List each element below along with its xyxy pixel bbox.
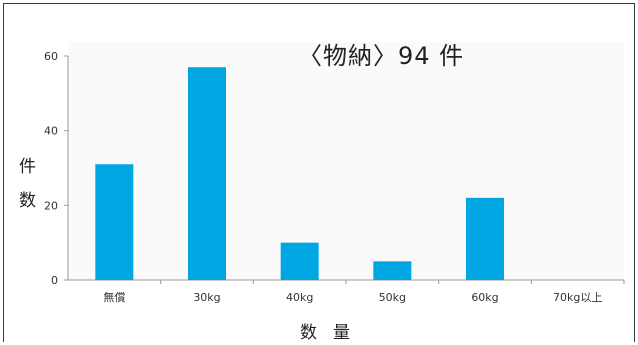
y-axis-label-char-2: 数 (19, 191, 36, 211)
x-tick-label: 無償 (103, 290, 125, 304)
bar (373, 261, 412, 280)
y-tick-label: 60 (44, 50, 58, 63)
x-tick-label: 60kg (471, 291, 498, 304)
x-tick-label: 30kg (193, 291, 220, 304)
x-tick-label: 70kg以上 (553, 291, 602, 304)
y-tick-label: 0 (51, 274, 58, 287)
x-axis-label: 数量 (300, 323, 366, 343)
bar (280, 242, 319, 280)
x-tick-label: 40kg (286, 291, 313, 304)
bar (95, 164, 134, 280)
chart-title: 〈物納〉94 件 (298, 42, 465, 70)
bar (466, 197, 504, 280)
x-tick-label: 50kg (379, 291, 406, 304)
y-axis-label-char-1: 件 (19, 157, 36, 177)
y-tick-label: 40 (44, 125, 58, 138)
y-tick-label: 20 (44, 199, 58, 212)
bar (188, 67, 226, 280)
plot-area (68, 42, 624, 280)
